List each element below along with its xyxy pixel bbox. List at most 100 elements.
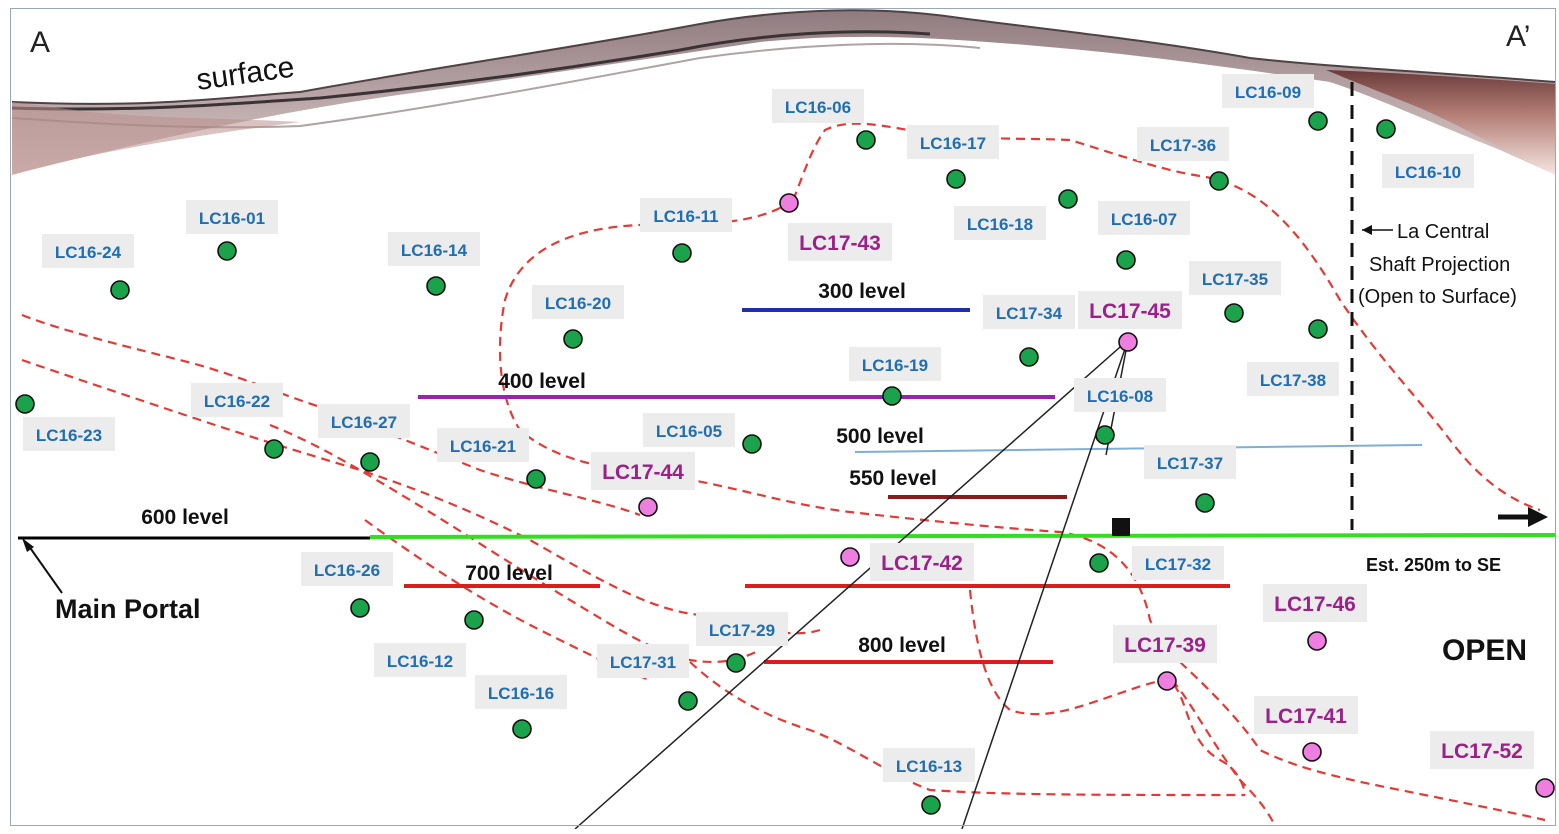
hole-label-box-lc16-06: [772, 89, 864, 123]
hole-label-lc16-01: LC16-01: [199, 209, 265, 228]
drill-hole-lc16-07: [1116, 250, 1136, 270]
hole-label-lc17-38: LC17-38: [1260, 371, 1326, 390]
drill-hole-lc17-35: [1224, 303, 1244, 323]
drill-hole-lc17-52: [1535, 778, 1555, 798]
hole-label-box-lc16-24: [42, 234, 134, 268]
hole-label-box-lc17-38: [1247, 362, 1339, 396]
level-label-800: 800 level: [858, 634, 946, 657]
hole-label-lc17-46: LC17-46: [1274, 593, 1356, 616]
hole-label-box-lc17-43: [788, 223, 892, 261]
drill-hole-lc17-34: [1019, 347, 1039, 367]
drill-hole-lc16-26: [350, 598, 370, 618]
hole-label-box-lc16-12: [374, 643, 466, 677]
drill-hole-lc16-05: [742, 434, 762, 454]
hole-label-box-lc17-39: [1113, 625, 1217, 663]
hole-label-box-lc17-52: [1430, 731, 1534, 769]
hole-label-lc17-29: LC17-29: [709, 621, 775, 640]
hole-label-box-lc16-27: [318, 404, 410, 438]
hole-label-box-lc17-44: [591, 452, 695, 490]
level-label-500: 500 level: [836, 425, 924, 448]
hole-label-box-lc16-22: [191, 383, 283, 417]
hole-label-box-lc16-07: [1098, 201, 1190, 235]
hole-label-lc17-42: LC17-42: [881, 552, 963, 575]
hole-label-lc16-20: LC16-20: [545, 294, 611, 313]
hole-label-lc17-45: LC17-45: [1089, 300, 1171, 323]
level-label-550: 550 level: [849, 467, 937, 490]
shaft-label-line-2: Shaft Projection: [1369, 254, 1510, 276]
hole-label-box-lc17-32: [1132, 546, 1224, 580]
hole-label-lc16-06: LC16-06: [785, 98, 851, 117]
hole-label-lc16-09: LC16-09: [1235, 83, 1301, 102]
drill-hole-lc16-20: [563, 329, 583, 349]
hole-label-box-lc16-26: [301, 552, 393, 586]
drill-hole-lc16-13: [921, 795, 941, 815]
hole-label-box-lc17-31: [597, 644, 689, 678]
drill-hole-lc17-39: [1157, 671, 1177, 691]
hole-label-lc17-41: LC17-41: [1265, 705, 1347, 728]
drill-hole-lc17-37: [1195, 493, 1215, 513]
hole-label-box-lc16-19: [849, 347, 941, 381]
hole-label-lc17-34: LC17-34: [996, 304, 1063, 323]
hole-label-box-lc16-13: [883, 748, 975, 782]
hole-label-lc16-17: LC16-17: [920, 134, 986, 153]
drill-hole-lc16-10: [1376, 119, 1396, 139]
drill-holes-layer: [15, 111, 1555, 815]
hole-label-lc17-37: LC17-37: [1157, 454, 1223, 473]
drill-hole-lc16-17: [946, 169, 966, 189]
hole-label-lc16-14: LC16-14: [401, 241, 468, 260]
hole-label-box-lc17-35: [1189, 261, 1281, 295]
hole-label-box-lc17-36: [1137, 127, 1229, 161]
drill-hole-lc16-01: [217, 241, 237, 261]
hole-label-lc17-32: LC17-32: [1145, 555, 1211, 574]
drill-hole-lc16-27: [360, 452, 380, 472]
hole-label-lc16-22: LC16-22: [204, 392, 270, 411]
hole-label-lc17-52: LC17-52: [1441, 740, 1523, 763]
section-start-label: A: [30, 26, 50, 59]
hole-label-lc16-08: LC16-08: [1087, 387, 1153, 406]
drill-hole-lc16-16: [512, 719, 532, 739]
surface-label: surface: [194, 51, 296, 97]
hole-label-box-lc17-46: [1263, 584, 1367, 622]
hole-label-box-lc16-21: [437, 428, 529, 462]
hole-label-box-lc17-41: [1254, 696, 1358, 734]
drill-hole-lc16-21: [526, 469, 546, 489]
marker-square: [1112, 518, 1130, 536]
hole-label-lc16-12: LC16-12: [387, 652, 453, 671]
drill-hole-lc17-29: [726, 653, 746, 673]
hole-label-lc17-36: LC17-36: [1150, 136, 1216, 155]
drill-hole-lc17-36: [1209, 171, 1229, 191]
shaft-label-line-3: (Open to Surface): [1358, 286, 1517, 308]
drill-hole-lc16-08: [1095, 425, 1115, 445]
se-label: Est. 250m to SE: [1366, 555, 1501, 575]
hole-label-box-lc17-42: [870, 543, 974, 581]
hole-label-box-lc16-16: [475, 675, 567, 709]
surface-topography: [11, 9, 1557, 175]
drill-hole-lc17-46: [1307, 631, 1327, 651]
drill-hole-lc16-09: [1308, 111, 1328, 131]
hole-label-lc16-23: LC16-23: [36, 426, 102, 445]
hole-label-box-lc16-20: [532, 285, 624, 319]
shaft-label-line-1: La Central: [1397, 221, 1489, 243]
hole-label-lc16-21: LC16-21: [450, 437, 516, 456]
hole-label-box-lc16-11: [640, 198, 732, 232]
hole-label-box-lc16-14: [388, 232, 480, 266]
drill-hole-lc17-45: [1118, 332, 1138, 352]
hole-label-lc17-31: LC17-31: [610, 653, 676, 672]
hole-label-lc16-07: LC16-07: [1111, 210, 1177, 229]
hole-label-box-lc16-01: [186, 200, 278, 234]
hole-label-lc16-10: LC16-10: [1395, 163, 1461, 182]
hole-label-box-lc16-08: [1074, 378, 1166, 412]
hole-label-lc16-19: LC16-19: [862, 356, 928, 375]
section-end-label: A’: [1506, 20, 1530, 53]
level-label-300: 300 level: [818, 280, 906, 303]
hole-label-lc16-18: LC16-18: [967, 215, 1033, 234]
hole-label-lc16-27: LC16-27: [331, 413, 397, 432]
hole-label-box-lc16-05: [643, 413, 735, 447]
drill-hole-lc17-42: [840, 547, 860, 567]
hole-labels-layer: LC16-01 LC16-24 LC16-14 LC16-11 LC16-06 LC16-…: [23, 74, 1534, 782]
drill-hole-lc16-23: [15, 394, 35, 414]
hole-label-lc16-26: LC16-26: [314, 561, 380, 580]
drill-hole-lc17-43: [779, 193, 799, 213]
hole-label-lc17-35: LC17-35: [1202, 270, 1268, 289]
